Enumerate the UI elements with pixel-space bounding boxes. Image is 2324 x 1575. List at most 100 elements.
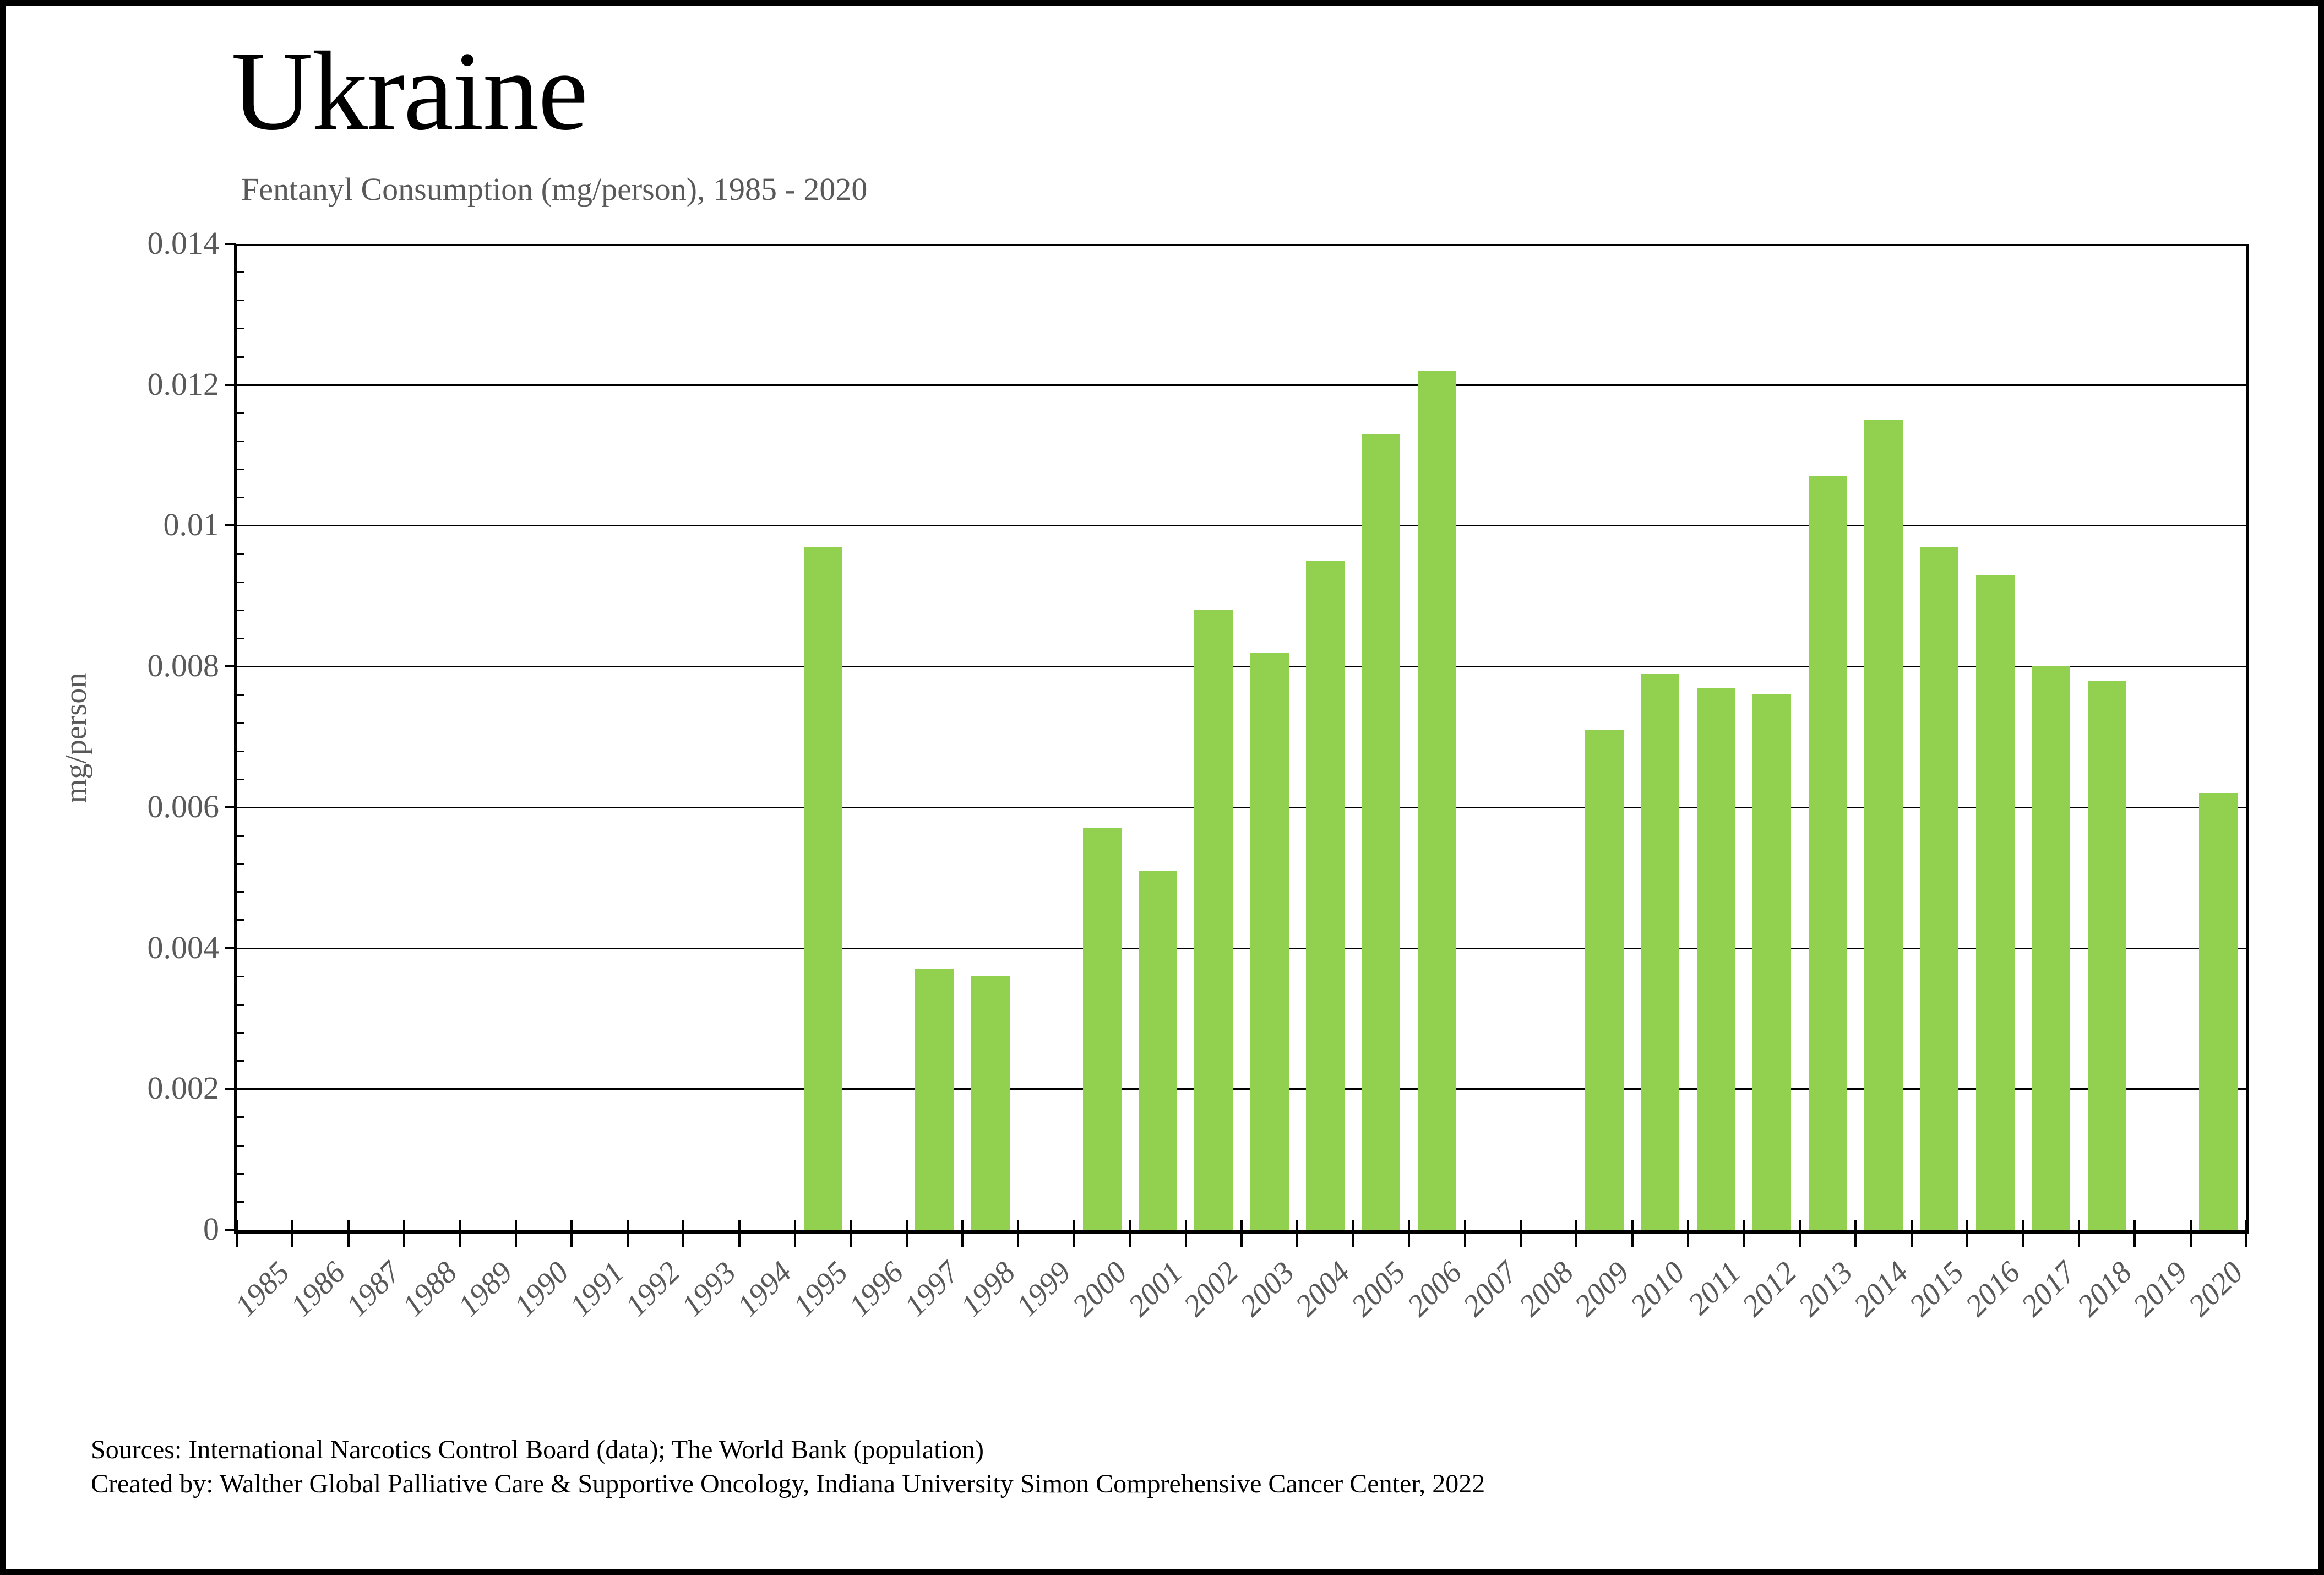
bar-2020 xyxy=(2199,793,2238,1230)
bar-2017 xyxy=(2032,666,2071,1230)
y-minor-tick xyxy=(237,919,244,921)
y-minor-tick xyxy=(237,638,244,639)
bar-2010 xyxy=(1641,673,1680,1230)
bar-2009 xyxy=(1585,730,1624,1230)
chart-title: Ukraine xyxy=(231,29,588,154)
x-tick-label: 2003 xyxy=(1233,1255,1301,1323)
bar-1997 xyxy=(915,969,954,1230)
bar-2003 xyxy=(1250,652,1289,1230)
y-minor-tick xyxy=(237,750,244,752)
x-tick-label: 2001 xyxy=(1122,1255,1190,1323)
gridline xyxy=(237,947,2246,949)
x-tick-label: 2005 xyxy=(1345,1255,1413,1323)
y-minor-tick xyxy=(237,328,244,330)
x-tick-label: 1991 xyxy=(563,1255,632,1323)
x-tick-label: 2018 xyxy=(2070,1255,2138,1323)
x-tick-label: 2007 xyxy=(1456,1255,1525,1323)
x-tick-label: 1985 xyxy=(228,1255,296,1323)
y-minor-tick xyxy=(237,609,244,611)
bar-2012 xyxy=(1752,694,1792,1230)
bar-2001 xyxy=(1138,870,1177,1230)
y-minor-tick xyxy=(237,581,244,583)
y-tick-label: 0.004 xyxy=(147,929,220,965)
bar-2011 xyxy=(1696,687,1735,1230)
y-tick-label: 0.002 xyxy=(147,1070,220,1106)
gridline xyxy=(237,806,2246,808)
bar-2014 xyxy=(1864,420,1903,1230)
bar-1998 xyxy=(971,976,1010,1230)
y-minor-tick xyxy=(237,891,244,893)
bar-2013 xyxy=(1808,476,1847,1230)
gridline xyxy=(237,244,2246,246)
footer-credit: Created by: Walther Global Palliative Ca… xyxy=(91,1469,1485,1498)
x-tick-label: 1994 xyxy=(731,1255,799,1323)
x-tick-label: 1995 xyxy=(786,1255,855,1323)
gridline xyxy=(237,1088,2246,1090)
y-minor-tick xyxy=(237,1116,244,1118)
y-minor-tick xyxy=(237,469,244,471)
y-minor-tick xyxy=(237,1172,244,1175)
x-tick-label: 1992 xyxy=(619,1255,687,1323)
bar-2000 xyxy=(1082,828,1122,1230)
chart-subtitle: Fentanyl Consumption (mg/person), 1985 -… xyxy=(241,171,868,207)
footer: Sources: International Narcotics Control… xyxy=(91,1433,1485,1501)
bar-1995 xyxy=(803,546,842,1230)
x-tick-label: 2019 xyxy=(2126,1255,2195,1323)
x-tick-label: 1989 xyxy=(451,1255,520,1323)
y-minor-tick xyxy=(237,778,244,780)
y-minor-tick xyxy=(237,441,244,442)
bar-2015 xyxy=(1920,546,1959,1230)
y-tick-label: 0.012 xyxy=(147,366,220,402)
y-minor-tick xyxy=(237,835,244,837)
y-tick-label: 0 xyxy=(203,1211,219,1247)
bar-2016 xyxy=(1975,574,2015,1230)
x-tick-label: 1996 xyxy=(842,1255,911,1323)
x-tick-label: 2020 xyxy=(2182,1255,2250,1323)
x-tick-label: 1998 xyxy=(954,1255,1022,1323)
gridline xyxy=(237,384,2246,386)
gridline xyxy=(237,525,2246,527)
y-minor-tick xyxy=(237,300,244,302)
x-tick-label: 2009 xyxy=(1568,1255,1636,1323)
x-tick-label: 2017 xyxy=(2015,1255,2083,1323)
y-tick-label: 0.008 xyxy=(147,648,220,684)
x-tick-label: 2002 xyxy=(1177,1255,1245,1323)
y-axis-title: mg/person xyxy=(59,672,93,803)
y-minor-tick xyxy=(237,412,244,414)
x-tick-label: 1993 xyxy=(674,1255,743,1323)
y-minor-tick xyxy=(237,1144,244,1147)
x-tick-label: 1986 xyxy=(284,1255,352,1323)
x-tick-label: 1997 xyxy=(898,1255,966,1323)
x-tick-label: 2016 xyxy=(1958,1255,2027,1323)
y-minor-tick xyxy=(237,356,244,358)
footer-sources: Sources: International Narcotics Control… xyxy=(91,1435,984,1464)
y-tick-label: 0.01 xyxy=(163,507,220,543)
bar-2005 xyxy=(1362,434,1401,1230)
y-minor-tick xyxy=(237,1032,244,1034)
y-minor-tick xyxy=(237,271,244,274)
bar-2004 xyxy=(1306,561,1345,1230)
y-minor-tick xyxy=(237,722,244,724)
y-minor-tick xyxy=(237,1060,244,1062)
x-tick-label: 2010 xyxy=(1624,1255,1692,1323)
x-tick-label: 1987 xyxy=(340,1255,408,1323)
y-minor-tick xyxy=(237,975,244,977)
y-minor-tick xyxy=(237,1201,244,1203)
x-tick-label: 1988 xyxy=(395,1255,464,1323)
y-tick-label: 0.014 xyxy=(147,225,220,261)
gridline xyxy=(237,666,2246,668)
y-minor-tick xyxy=(237,553,244,555)
y-minor-tick xyxy=(237,497,244,499)
y-minor-tick xyxy=(237,694,244,696)
x-tick-label: 2006 xyxy=(1400,1255,1468,1323)
bar-2006 xyxy=(1417,371,1456,1230)
x-tick-label: 2004 xyxy=(1289,1255,1357,1323)
x-tick-label: 1999 xyxy=(1010,1255,1078,1323)
x-tick-label: 2012 xyxy=(1735,1255,1804,1323)
bar-2002 xyxy=(1194,610,1233,1230)
x-tick-label: 2000 xyxy=(1065,1255,1134,1323)
plot-area xyxy=(234,244,2249,1234)
x-tick-label: 2011 xyxy=(1681,1255,1748,1322)
y-minor-tick xyxy=(237,863,244,865)
